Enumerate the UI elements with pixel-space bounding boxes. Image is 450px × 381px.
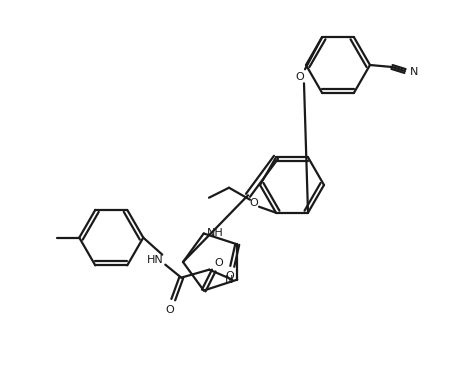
Text: O: O: [165, 305, 174, 315]
Text: O: O: [250, 198, 258, 208]
Text: N: N: [225, 275, 234, 285]
Text: N: N: [410, 67, 418, 77]
Text: O: O: [225, 271, 234, 281]
Text: NH: NH: [207, 229, 224, 239]
Text: O: O: [214, 258, 223, 267]
Text: O: O: [296, 72, 304, 82]
Text: HN: HN: [147, 255, 164, 265]
